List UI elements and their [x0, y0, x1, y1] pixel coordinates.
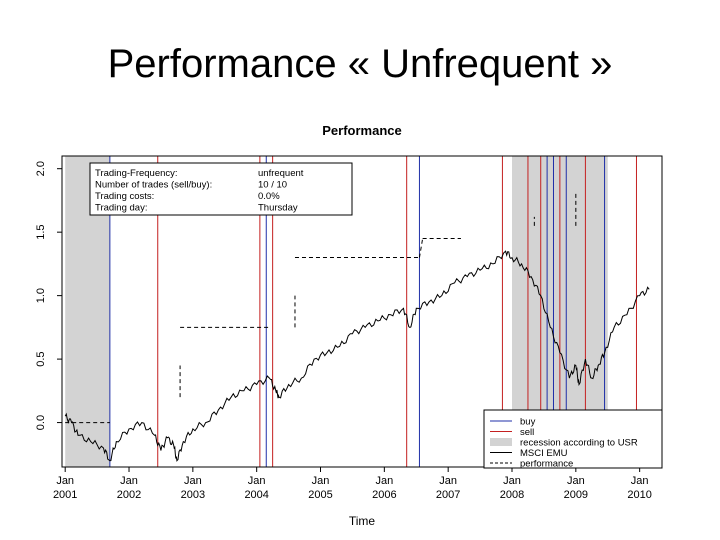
info-label-3: Trading day: — [95, 203, 147, 214]
x-tick-label-5: Jan 2006 — [372, 475, 396, 501]
series-performance-segment-5 — [418, 238, 424, 258]
x-tick-label-9: Jan 2010 — [627, 475, 651, 501]
info-value-1: 10 / 10 — [258, 180, 287, 191]
info-box-frame — [89, 162, 353, 216]
legend-label-2: recession according to USR — [520, 438, 638, 449]
x-tick-label-2: Jan 2003 — [181, 475, 205, 501]
x-tick-label-6: Jan 2007 — [436, 475, 460, 501]
series-lines — [64, 191, 650, 462]
info-box: Trading-Frequency: unfrequent Number of tr… — [89, 162, 353, 216]
legend-label-4: performance — [520, 459, 573, 470]
plot-frame — [61, 155, 663, 468]
series-msci-emu-line — [64, 250, 650, 462]
x-axis-label: Time — [349, 514, 376, 528]
y-tick-label-0: 0.0 — [35, 415, 47, 430]
info-value-2: 0.0% — [258, 191, 280, 202]
legend-label-3: MSCI EMU — [520, 448, 568, 459]
info-label-0: Trading-Frequency: — [95, 168, 178, 179]
x-tick-label-1: Jan 2002 — [117, 475, 141, 501]
info-value-3: Thursday — [258, 203, 298, 214]
x-tick-label-4: Jan 2005 — [308, 475, 332, 501]
chart-title: Performance — [322, 123, 401, 138]
y-tick-label-1: 0.5 — [35, 351, 47, 366]
slide-title: Performance « Unfrequent » — [107, 42, 613, 86]
y-tick-label-3: 1.5 — [35, 225, 47, 240]
legend-swatch-2 — [490, 438, 512, 446]
x-tick-label-7: Jan 2008 — [500, 475, 524, 501]
info-value-0: unfrequent — [258, 168, 304, 179]
x-tick-label-8: Jan 2009 — [564, 475, 588, 501]
x-tick-label-0: Jan 2001 — [53, 475, 77, 501]
x-tick-label-3: Jan 2004 — [244, 475, 268, 501]
y-tick-label-4: 2.0 — [35, 161, 47, 176]
info-label-1: Number of trades (sell/buy): — [95, 180, 212, 191]
legend-frame — [483, 409, 663, 469]
info-label-2: Trading costs: — [95, 191, 154, 202]
legend-label-0: buy — [520, 417, 536, 428]
legend-label-1: sell — [520, 427, 534, 438]
y-tick-label-2: 1.0 — [35, 288, 47, 303]
axes: 0.0 0.5 1.0 1.5 2.0 Jan 2001 Jan 2002 Jan 2003 Jan 2… — [35, 155, 663, 501]
